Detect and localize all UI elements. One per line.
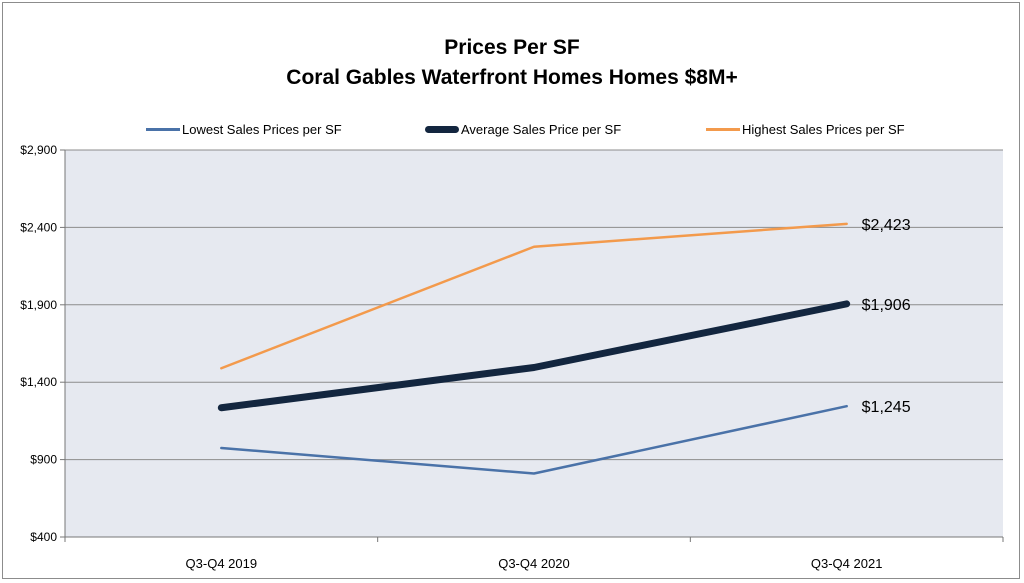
x-tick-label: Q3-Q4 2020 xyxy=(498,556,570,571)
data-label: $2,423 xyxy=(862,217,911,234)
data-label: $1,906 xyxy=(862,297,911,314)
legend-label-lowest: Lowest Sales Prices per SF xyxy=(182,121,342,137)
y-tick-label: $400 xyxy=(30,530,57,544)
legend-label-highest: Highest Sales Prices per SF xyxy=(742,121,905,137)
legend-item-lowest: Lowest Sales Prices per SF xyxy=(146,120,342,138)
legend-item-average: Average Sales Price per SF xyxy=(425,120,621,138)
legend-swatch-average xyxy=(425,125,459,133)
x-tick-label: Q3-Q4 2019 xyxy=(186,556,258,571)
legend-swatch-highest xyxy=(706,127,740,131)
y-tick-label: $1,400 xyxy=(20,375,57,389)
chart-title: Prices Per SF xyxy=(444,36,580,59)
y-tick-label: $1,900 xyxy=(20,298,57,312)
legend-swatch-lowest xyxy=(146,127,180,131)
legend-label-average: Average Sales Price per SF xyxy=(461,121,622,137)
chart-subtitle: Coral Gables Waterfront Homes Homes $8M+ xyxy=(286,66,738,89)
y-tick-label: $900 xyxy=(30,453,57,467)
x-tick-label: Q3-Q4 2021 xyxy=(811,556,883,571)
y-tick-label: $2,900 xyxy=(20,143,57,157)
data-label: $1,245 xyxy=(862,399,911,416)
legend-item-highest: Highest Sales Prices per SF xyxy=(706,120,905,138)
plot-area xyxy=(65,150,1003,537)
y-tick-label: $2,400 xyxy=(20,220,57,234)
